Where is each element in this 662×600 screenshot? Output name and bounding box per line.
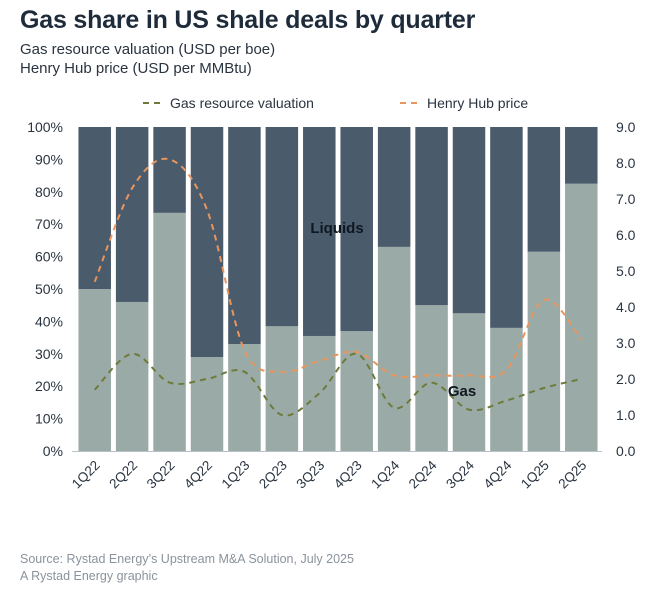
bar-gas-3Q22 <box>153 212 186 451</box>
bar-liquids-3Q22 <box>153 127 186 213</box>
x-tick-label: 1Q22 <box>69 458 103 492</box>
x-tick-label: 1Q23 <box>219 458 253 492</box>
y-left-tick-label: 50% <box>35 281 63 297</box>
bar-liquids-1Q23 <box>228 127 261 345</box>
y-left-tick-label: 70% <box>35 216 63 232</box>
bar-liquids-1Q24 <box>377 127 411 247</box>
y-left-tick-label: 20% <box>35 378 63 394</box>
line-henry-hub-price <box>93 157 583 379</box>
y-right-tick-label: 5.0 <box>616 263 636 279</box>
x-tick-label: 2Q25 <box>555 458 589 492</box>
legend-label-henry-hub: Henry Hub price <box>427 95 528 111</box>
bar-gas-4Q23 <box>340 331 373 451</box>
graphic-credit: A Rystad Energy graphic <box>20 569 158 583</box>
y-right-tick-label: 9.0 <box>616 119 636 135</box>
bar-gas-1Q22 <box>78 289 111 451</box>
bar-gas-1Q24 <box>377 246 411 451</box>
bar-gas-3Q24 <box>452 313 486 451</box>
y-right-tick-label: 0.0 <box>616 443 636 459</box>
bar-liquids-2Q23 <box>265 127 299 327</box>
x-tick-label: 4Q22 <box>181 458 215 492</box>
bar-gas-1Q23 <box>228 344 261 451</box>
x-tick-label: 1Q25 <box>518 458 552 492</box>
bar-liquids-2Q25 <box>565 127 598 184</box>
y-right-tick-label: 3.0 <box>616 335 636 351</box>
bar-liquids-2Q24 <box>415 127 448 306</box>
bar-gas-4Q24 <box>490 327 523 451</box>
x-tick-label: 1Q24 <box>368 457 402 491</box>
x-tick-label: 4Q23 <box>331 458 365 492</box>
y-right-tick-label: 8.0 <box>616 155 636 171</box>
x-tick-label: 3Q23 <box>293 458 327 492</box>
bar-liquids-3Q24 <box>452 127 486 314</box>
bar-liquids-4Q22 <box>190 127 224 358</box>
x-tick-label: 2Q23 <box>256 458 290 492</box>
bar-liquids-4Q23 <box>340 127 373 332</box>
bar-gas-1Q25 <box>527 251 561 451</box>
bar-gas-2Q22 <box>115 301 149 451</box>
annotation-gas: Gas <box>448 383 476 400</box>
bar-gas-4Q22 <box>190 357 224 451</box>
y-right-tick-label: 6.0 <box>616 227 636 243</box>
x-tick-label: 2Q22 <box>106 458 140 492</box>
chart-title: Gas share in US shale deals by quarter <box>20 6 476 34</box>
y-right-tick-label: 4.0 <box>616 299 636 315</box>
x-tick-label: 3Q24 <box>443 457 477 491</box>
bar-liquids-1Q22 <box>78 127 111 289</box>
line-gas-resource-valuation <box>93 352 582 417</box>
x-tick-label: 3Q22 <box>144 458 178 492</box>
bar-liquids-4Q24 <box>490 127 523 328</box>
bar-liquids-1Q25 <box>527 127 561 252</box>
y-right-tick-label: 1.0 <box>616 407 636 423</box>
bar-liquids-2Q22 <box>115 127 149 302</box>
x-tick-label: 2Q24 <box>406 457 440 491</box>
bar-gas-2Q23 <box>265 326 299 451</box>
y-left-tick-label: 100% <box>27 119 63 135</box>
x-tick-label: 4Q24 <box>481 457 515 491</box>
chart-plot: 0% 10% 20% 30% 40% 50% 60% 70% 80% 90% 100% 0.0 1.0 2… <box>27 95 636 492</box>
y-left-tick-label: 90% <box>35 151 63 167</box>
bar-gas-2Q24 <box>415 305 448 451</box>
bar-liquids-3Q23 <box>303 127 336 336</box>
y-right-tick-label: 2.0 <box>616 371 636 387</box>
y-left-tick-label: 30% <box>35 346 63 362</box>
legend-label-valuation: Gas resource valuation <box>170 95 314 111</box>
bar-gas-2Q25 <box>565 183 598 451</box>
y-left-tick-label: 40% <box>35 313 63 329</box>
chart-subtitle-valuation: Gas resource valuation (USD per boe) <box>20 41 276 58</box>
y-left-tick-label: 80% <box>35 184 63 200</box>
source-note: Source: Rystad Energy’s Upstream M&A Sol… <box>20 552 354 566</box>
y-left-tick-label: 10% <box>35 411 63 427</box>
y-right-tick-label: 7.0 <box>616 191 636 207</box>
annotation-liquids: Liquids <box>310 220 363 237</box>
y-left-tick-label: 0% <box>43 443 63 459</box>
chart-subtitle-henry-hub: Henry Hub price (USD per MMBtu) <box>20 60 252 77</box>
y-left-tick-label: 60% <box>35 249 63 265</box>
